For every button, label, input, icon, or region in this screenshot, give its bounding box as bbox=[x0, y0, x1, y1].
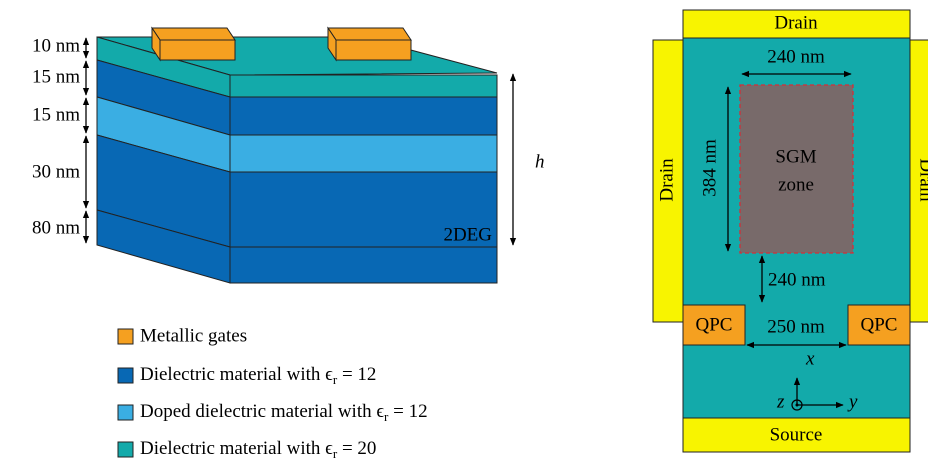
qpc-gap-label: 250 nm bbox=[767, 316, 825, 337]
thickness-label: 15 nm bbox=[32, 66, 80, 87]
legend-label: Doped dielectric material with ϵr = 12 bbox=[140, 401, 428, 424]
zone-label: SGM bbox=[775, 146, 816, 167]
axis-label: y bbox=[847, 391, 858, 412]
axis-label: x bbox=[805, 348, 815, 369]
width-label: 240 nm bbox=[767, 46, 825, 67]
thickness-label: 30 nm bbox=[32, 161, 80, 182]
thickness-label: 80 nm bbox=[32, 217, 80, 238]
legend-label: Dielectric material with ϵr = 20 bbox=[140, 438, 376, 461]
2deg-label: 2DEG bbox=[443, 224, 492, 245]
qpc-label: QPC bbox=[861, 314, 898, 335]
legend-label: Dielectric material with ϵr = 12 bbox=[140, 364, 376, 387]
qpc-label: QPC bbox=[696, 314, 733, 335]
zone-label: zone bbox=[778, 174, 814, 195]
device bbox=[652, 9, 928, 453]
gate bbox=[151, 26, 412, 62]
thickness-label: 15 nm bbox=[32, 104, 80, 125]
drain-label: Drain bbox=[656, 158, 677, 202]
layer-stack bbox=[96, 36, 498, 284]
legend-label: Metallic gates bbox=[140, 325, 247, 346]
drain-label: Drain bbox=[774, 12, 818, 33]
gap-label: 240 nm bbox=[768, 269, 826, 290]
dimension-arrows bbox=[82, 37, 517, 246]
thickness-label: 10 nm bbox=[32, 35, 80, 56]
source-label: Source bbox=[770, 424, 823, 445]
drain-label: Drain bbox=[916, 158, 928, 202]
axis-label: z bbox=[776, 391, 785, 412]
height-label: 384 nm bbox=[699, 139, 720, 197]
legend: Metallic gates Dielectric material with … bbox=[117, 325, 428, 461]
height-label: h bbox=[535, 151, 545, 172]
